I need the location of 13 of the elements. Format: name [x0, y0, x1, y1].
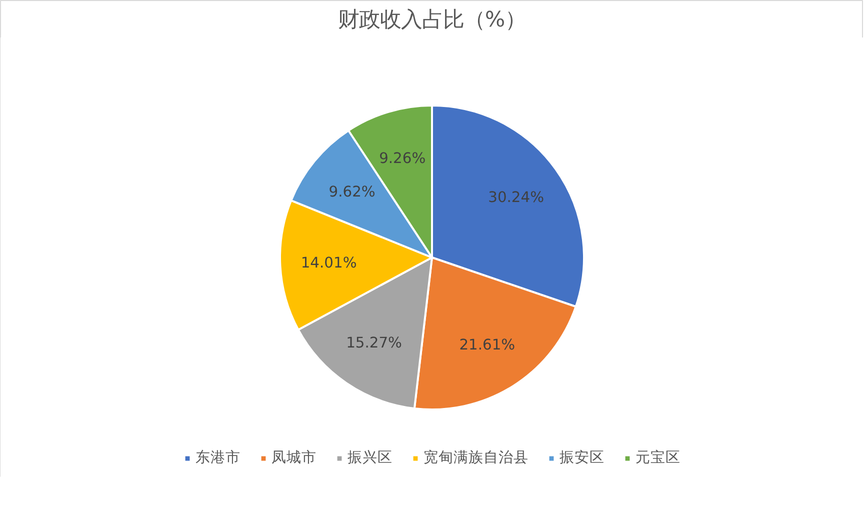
data-label: 14.01% — [300, 254, 357, 272]
data-label: 9.62% — [328, 183, 376, 200]
legend-label: 元宝区 — [636, 448, 680, 467]
legend-label: 凤城市 — [272, 448, 316, 467]
data-label: 21.61% — [459, 336, 516, 354]
data-label: 15.27% — [346, 334, 402, 352]
legend-label: 振安区 — [560, 448, 604, 467]
legend-label: 东港市 — [196, 448, 240, 467]
data-label: 9.26% — [379, 150, 426, 167]
chart-title: 财政收入占比（%） — [338, 8, 526, 32]
legend-label: 宽甸满族自治县 — [424, 448, 528, 467]
data-label: 30.24% — [488, 188, 544, 206]
legend-label: 振兴区 — [348, 448, 392, 467]
